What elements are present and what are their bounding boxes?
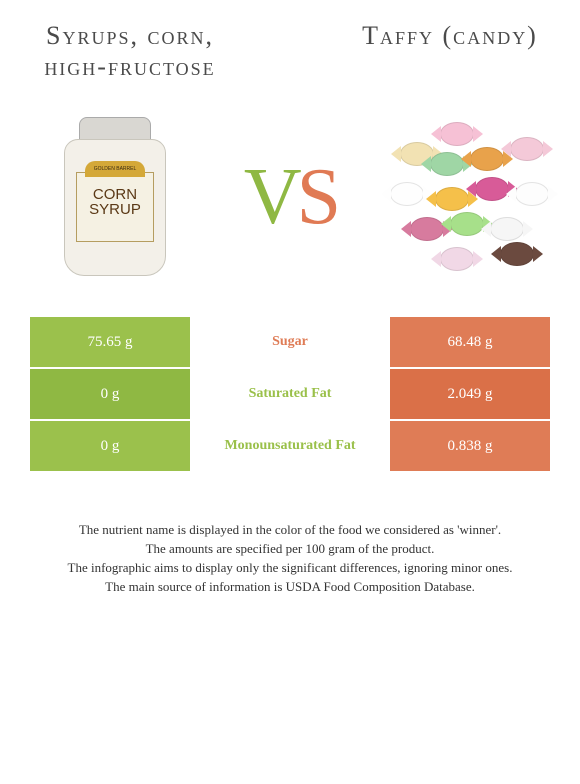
nutrient-label: Sugar (190, 317, 390, 367)
footnote-line: The infographic aims to display only the… (30, 559, 550, 578)
left-title: Syrups, corn, high-fructose (30, 20, 230, 82)
right-value: 0.838 g (390, 421, 550, 471)
table-row: 0 gSaturated Fat2.049 g (30, 369, 550, 419)
footnotes: The nutrient name is displayed in the co… (30, 521, 550, 596)
footnote-line: The main source of information is USDA F… (30, 578, 550, 597)
table-row: 75.65 gSugar68.48 g (30, 317, 550, 367)
left-value: 0 g (30, 421, 190, 471)
left-value: 75.65 g (30, 317, 190, 367)
footnote-line: The amounts are specified per 100 gram o… (30, 540, 550, 559)
nutrient-label: Saturated Fat (190, 369, 390, 419)
right-value: 2.049 g (390, 369, 550, 419)
right-value: 68.48 g (390, 317, 550, 367)
left-image: GOLDEN BARREL CORN SYRUP (30, 107, 200, 287)
right-title: Taffy (candy) (350, 20, 550, 51)
left-value: 0 g (30, 369, 190, 419)
comparison-table: 75.65 gSugar68.48 g0 gSaturated Fat2.049… (30, 317, 550, 471)
nutrient-label: Monounsaturated Fat (190, 421, 390, 471)
vs-label: VS (244, 152, 336, 243)
right-image (380, 107, 550, 287)
footnote-line: The nutrient name is displayed in the co… (30, 521, 550, 540)
table-row: 0 gMonounsaturated Fat0.838 g (30, 421, 550, 471)
